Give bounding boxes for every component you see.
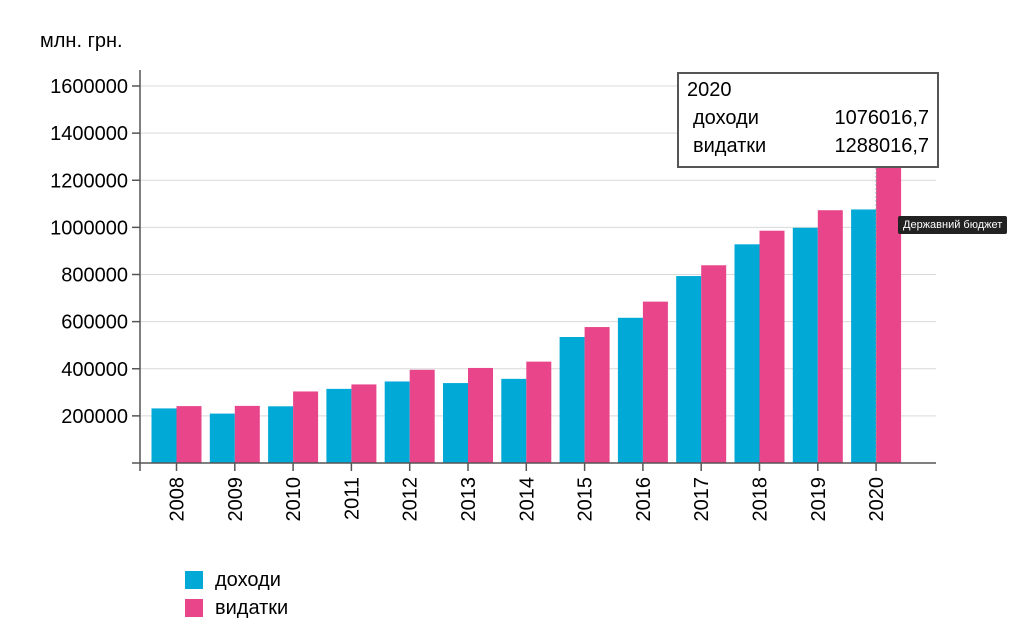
bar-expense-2013[interactable] [468, 367, 493, 463]
y-tick-label: 1600000 [50, 76, 128, 98]
bar-expense-2010[interactable] [293, 391, 319, 463]
tooltip-row-expense: видатки 1288016,7 [687, 132, 929, 160]
y-tick-labels: 200000 400000 600000 800000 1000000 1200000 14… [50, 76, 128, 428]
legend-label-expense: видатки [215, 596, 289, 619]
bar-income-2011[interactable] [326, 388, 352, 463]
legend-label-income: доходи [215, 568, 281, 591]
bar-income-2018[interactable] [734, 244, 760, 463]
bar-income-2019[interactable] [792, 227, 818, 463]
x-tick-label: 2011 [341, 477, 363, 520]
bar-expense-2018[interactable] [759, 230, 785, 463]
x-tick-label: 2019 [808, 477, 830, 522]
bar-income-2013[interactable] [443, 383, 468, 463]
bar-income-2014[interactable] [501, 378, 527, 463]
bar-income-2016[interactable] [617, 317, 643, 463]
x-tick-label: 2012 [400, 477, 422, 522]
tooltip-year: 2020 [687, 79, 732, 101]
x-tick-label: 2016 [633, 477, 655, 522]
bar-income-2015[interactable] [559, 337, 585, 463]
legend-swatch-expense [185, 599, 203, 617]
axes [132, 70, 936, 471]
bar-expense-2014[interactable] [526, 361, 552, 463]
x-tick-label: 2018 [750, 477, 772, 522]
bar-income-2017[interactable] [676, 276, 702, 463]
y-tick-label: 1400000 [50, 123, 128, 145]
x-tick-label: 2010 [283, 477, 305, 522]
x-tick-label: 2015 [575, 477, 597, 522]
x-tick-label: 2014 [516, 477, 538, 522]
grid-lines [140, 85, 936, 417]
bar-expense-2008[interactable] [176, 406, 202, 463]
x-tick-label: 2009 [225, 477, 247, 522]
legend-item-income[interactable]: доходи [185, 566, 288, 594]
y-tick-label: 1000000 [50, 217, 128, 239]
bars [151, 159, 902, 464]
x-tick-label: 2008 [167, 477, 189, 522]
tooltip-row-income: доходи 1076016,7 [687, 104, 929, 132]
x-tick-labels: 2008 2009 2010 2011 2012 2013 2014 2015 2016 2017… [167, 477, 889, 522]
y-tick-label: 1200000 [50, 170, 128, 192]
bar-income-2008[interactable] [151, 408, 177, 463]
y-tick-label: 200000 [61, 406, 128, 428]
y-tick-label: 800000 [61, 265, 128, 287]
bar-expense-2011[interactable] [351, 384, 377, 463]
y-tick-label: 400000 [61, 359, 128, 381]
tooltip-expense-value: 1288016,7 [834, 135, 929, 157]
tooltip-expense-label: видатки [693, 135, 767, 157]
bar-income-2020[interactable] [851, 209, 877, 463]
bar-expense-2012[interactable] [409, 369, 435, 463]
bar-expense-2019[interactable] [817, 210, 843, 463]
tooltip-income-value: 1076016,7 [834, 107, 929, 129]
hover-badge: Державний бюджет [898, 216, 1008, 234]
bar-income-2009[interactable] [209, 413, 235, 463]
x-tick-label: 2017 [691, 477, 713, 522]
x-tick-label: 2020 [866, 477, 888, 522]
x-tick-label: 2013 [458, 477, 480, 522]
bar-income-2010[interactable] [268, 406, 294, 463]
bar-expense-2017[interactable] [701, 265, 727, 463]
tooltip: 2020 доходи 1076016,7 видатки 1288016,7 [677, 72, 939, 168]
legend-swatch-income [185, 571, 203, 589]
bar-expense-2020[interactable] [876, 159, 902, 464]
tooltip-income-label: доходи [693, 107, 759, 129]
y-tick-label: 600000 [61, 312, 128, 334]
legend: доходи видатки [185, 566, 288, 622]
bar-expense-2015[interactable] [584, 327, 610, 463]
bar-expense-2016[interactable] [642, 301, 668, 463]
bar-expense-2009[interactable] [234, 405, 260, 463]
legend-item-expense[interactable]: видатки [185, 594, 288, 622]
bar-income-2012[interactable] [384, 381, 410, 463]
y-axis-label: млн. грн. [40, 30, 123, 52]
